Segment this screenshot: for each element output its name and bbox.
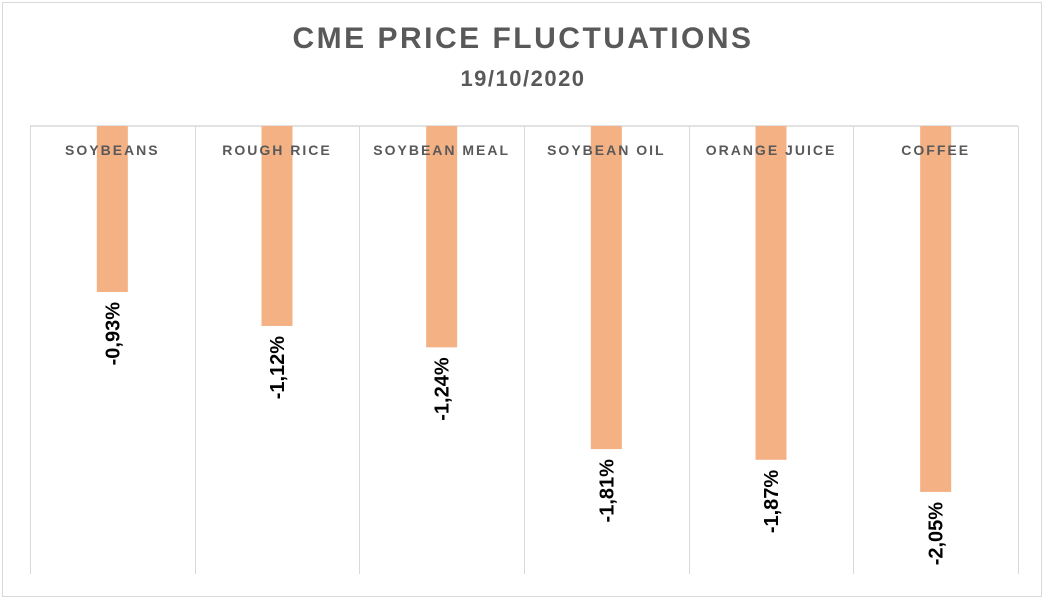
bar xyxy=(590,126,622,450)
category-label: SOYBEAN MEAL xyxy=(373,142,510,158)
bar xyxy=(96,126,128,293)
bar xyxy=(755,126,787,460)
category-label: ROUGH RICE xyxy=(222,142,331,158)
category-label: ORANGE JUICE xyxy=(706,142,837,158)
chart-subtitle: 19/10/2020 xyxy=(460,66,586,91)
data-label: -1,87% xyxy=(761,470,783,534)
category-label: SOYBEANS xyxy=(65,142,160,158)
data-label: -1,81% xyxy=(596,459,618,523)
category-label: COFFEE xyxy=(901,142,970,158)
data-label: -0,93% xyxy=(102,302,124,366)
category-label: SOYBEAN OIL xyxy=(547,142,665,158)
chart-title: CME PRICE FLUCTUATIONS xyxy=(292,22,754,55)
data-label: -1,12% xyxy=(267,336,289,400)
bar xyxy=(426,126,458,348)
data-label: -1,24% xyxy=(432,357,454,421)
bar xyxy=(261,126,293,326)
data-label: -2,05% xyxy=(926,502,948,566)
bar xyxy=(920,126,952,492)
